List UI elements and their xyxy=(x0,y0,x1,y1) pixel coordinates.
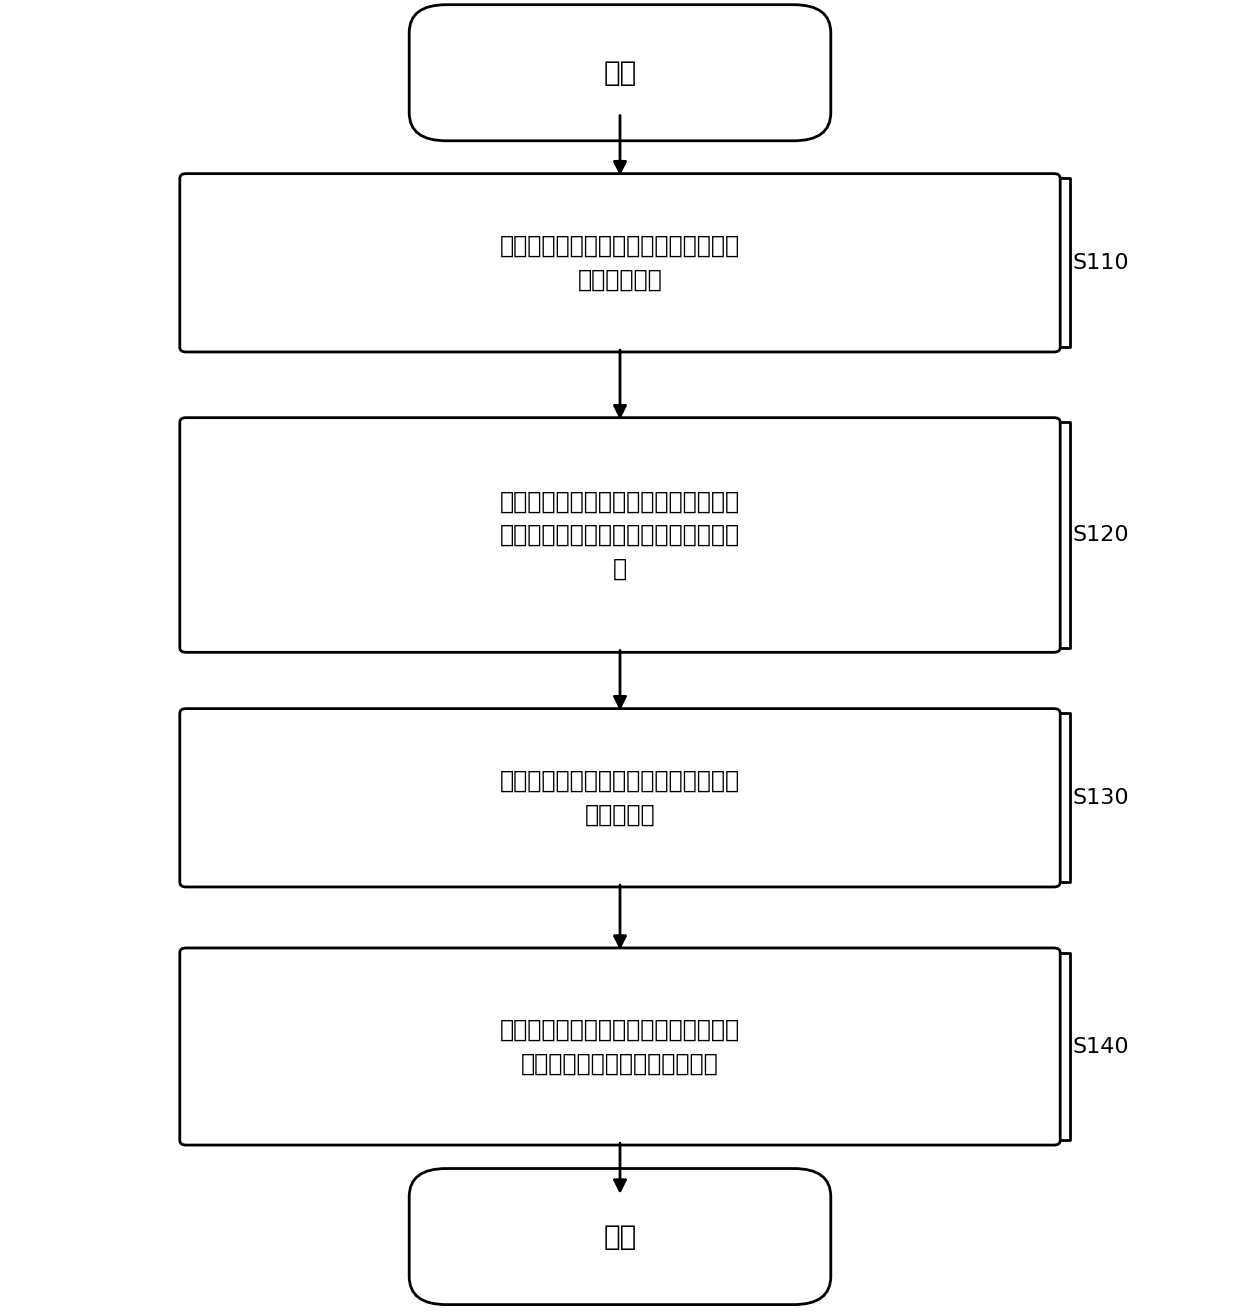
Text: 根据威布尔分布模型，建立每个子体的
概率密度函数: 根据威布尔分布模型，建立每个子体的 概率密度函数 xyxy=(500,234,740,292)
Text: 根据预设的混合权数和所述每个子体的
概率密度函数，计算总体的概率密度函
数: 根据预设的混合权数和所述每个子体的 概率密度函数，计算总体的概率密度函 数 xyxy=(500,490,740,581)
Text: 根据所述总体的可靠度和总体的概率密
度函数，计算总体的失效率函数: 根据所述总体的可靠度和总体的概率密 度函数，计算总体的失效率函数 xyxy=(500,1018,740,1075)
Text: S140: S140 xyxy=(1073,1037,1130,1056)
Text: S120: S120 xyxy=(1073,526,1130,545)
FancyBboxPatch shape xyxy=(180,418,1060,652)
Text: S130: S130 xyxy=(1073,788,1130,808)
Text: 根据所述总体的概率密度函数，计算总
体的可靠度: 根据所述总体的概率密度函数，计算总 体的可靠度 xyxy=(500,769,740,827)
Text: S110: S110 xyxy=(1073,252,1130,273)
FancyBboxPatch shape xyxy=(180,947,1060,1144)
FancyBboxPatch shape xyxy=(409,5,831,141)
Text: 结束: 结束 xyxy=(604,1222,636,1251)
FancyBboxPatch shape xyxy=(180,173,1060,352)
Text: 开始: 开始 xyxy=(604,59,636,87)
FancyBboxPatch shape xyxy=(180,708,1060,887)
FancyBboxPatch shape xyxy=(409,1168,831,1305)
